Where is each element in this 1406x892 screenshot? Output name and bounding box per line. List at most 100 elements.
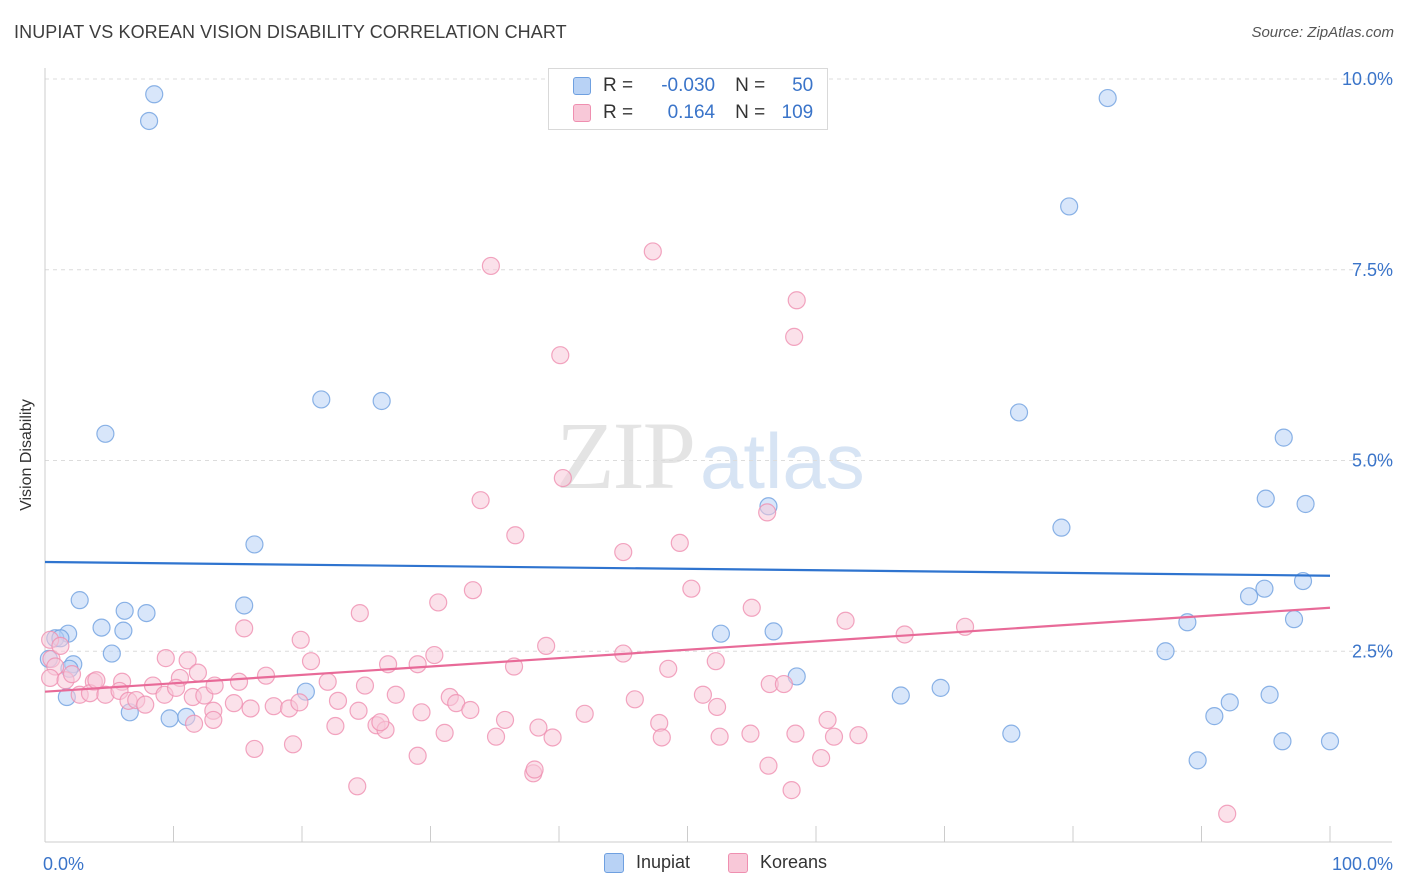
point-koreans bbox=[758, 503, 777, 522]
chart-title: INUPIAT VS KOREAN VISION DISABILITY CORR… bbox=[14, 22, 567, 42]
koreans-legend-swatch bbox=[728, 852, 748, 873]
point-koreans bbox=[326, 716, 345, 736]
series-legend: Inupiat Koreans bbox=[0, 852, 1406, 878]
point-koreans bbox=[204, 710, 223, 730]
x-tick-labels: 0.0% 100.0% bbox=[43, 854, 1393, 874]
point-inupiat bbox=[372, 391, 391, 411]
point-koreans bbox=[849, 726, 868, 745]
stats-row-inupiat: R = -0.030 N = 50 bbox=[549, 73, 813, 99]
point-inupiat bbox=[115, 601, 134, 620]
point-inupiat bbox=[1320, 732, 1340, 751]
point-inupiat bbox=[931, 678, 950, 697]
point-koreans bbox=[782, 781, 801, 800]
x-tick-label-min: 0.0% bbox=[43, 854, 84, 874]
point-koreans bbox=[537, 636, 556, 656]
point-koreans bbox=[241, 699, 260, 718]
point-koreans bbox=[188, 663, 208, 682]
y-tick-label: 7.5% bbox=[1352, 260, 1393, 280]
point-inupiat bbox=[1293, 571, 1313, 591]
inupiat-swatch bbox=[573, 77, 591, 95]
point-koreans bbox=[224, 694, 243, 713]
point-koreans bbox=[625, 690, 644, 709]
point-koreans bbox=[529, 718, 548, 737]
point-koreans bbox=[408, 746, 427, 765]
point-koreans bbox=[463, 581, 483, 600]
point-inupiat bbox=[312, 390, 331, 409]
point-koreans bbox=[328, 691, 348, 710]
n-value: 50 bbox=[792, 75, 814, 96]
legend-item-koreans: Koreans bbox=[728, 852, 827, 873]
point-inupiat bbox=[137, 603, 156, 623]
point-koreans bbox=[614, 542, 633, 562]
r-label: R = bbox=[603, 75, 634, 96]
point-koreans bbox=[706, 652, 725, 671]
point-koreans bbox=[62, 665, 82, 684]
point-inupiat bbox=[160, 709, 179, 728]
point-koreans bbox=[486, 727, 506, 746]
point-koreans bbox=[525, 760, 544, 779]
point-koreans bbox=[235, 619, 254, 638]
point-inupiat bbox=[711, 624, 731, 643]
point-inupiat bbox=[1156, 642, 1175, 661]
legend-label-koreans: Koreans bbox=[760, 852, 828, 872]
point-inupiat bbox=[1188, 751, 1207, 770]
point-koreans bbox=[178, 651, 197, 670]
point-koreans bbox=[264, 697, 283, 716]
point-inupiat bbox=[145, 85, 164, 104]
point-inupiat bbox=[1052, 518, 1071, 537]
point-koreans bbox=[543, 728, 562, 747]
point-inupiat bbox=[1255, 579, 1274, 598]
point-koreans bbox=[710, 727, 729, 746]
inupiat-legend-swatch bbox=[604, 852, 624, 873]
point-koreans bbox=[318, 672, 337, 691]
point-koreans bbox=[786, 724, 805, 743]
point-inupiat bbox=[1098, 88, 1117, 108]
point-inupiat bbox=[891, 686, 910, 705]
point-koreans bbox=[742, 598, 761, 617]
point-koreans bbox=[412, 703, 431, 722]
point-koreans bbox=[256, 666, 276, 685]
point-inupiat bbox=[764, 622, 783, 641]
point-koreans bbox=[408, 655, 427, 674]
point-koreans bbox=[51, 636, 70, 656]
n-label: N = bbox=[735, 75, 766, 96]
point-koreans bbox=[136, 695, 155, 714]
point-inupiat bbox=[1296, 494, 1315, 514]
point-inupiat bbox=[92, 618, 111, 637]
point-inupiat bbox=[70, 591, 89, 610]
y-tick-label: 10.0% bbox=[1342, 69, 1393, 89]
trend-line-inupiat bbox=[44, 560, 1331, 577]
trend-line-koreans bbox=[44, 606, 1331, 693]
point-koreans bbox=[670, 533, 689, 553]
point-koreans bbox=[693, 685, 713, 704]
point-inupiat bbox=[1009, 403, 1029, 422]
point-koreans bbox=[785, 327, 804, 346]
point-inupiat bbox=[1220, 693, 1239, 712]
point-koreans bbox=[1218, 804, 1237, 823]
point-koreans bbox=[652, 728, 671, 747]
point-koreans bbox=[461, 700, 480, 720]
point-koreans bbox=[759, 756, 778, 775]
point-koreans bbox=[355, 676, 375, 695]
point-inupiat bbox=[1060, 197, 1079, 216]
koreans-swatch bbox=[573, 104, 591, 122]
point-inupiat bbox=[1274, 428, 1293, 447]
point-koreans bbox=[350, 603, 369, 623]
point-koreans bbox=[301, 652, 321, 671]
point-koreans bbox=[184, 714, 204, 733]
x-tick-label-max: 100.0% bbox=[1332, 854, 1393, 874]
point-koreans bbox=[349, 701, 368, 720]
point-koreans bbox=[682, 579, 701, 598]
r-value: 0.164 bbox=[667, 102, 716, 123]
point-koreans bbox=[429, 593, 448, 612]
stats-row-koreans: R = 0.164 N = 109 bbox=[549, 100, 813, 126]
point-inupiat bbox=[114, 621, 133, 640]
point-koreans bbox=[506, 526, 525, 545]
point-koreans bbox=[812, 748, 831, 768]
point-koreans bbox=[41, 668, 60, 688]
point-inupiat bbox=[235, 596, 254, 615]
trend-lines bbox=[44, 560, 1331, 693]
point-koreans bbox=[156, 649, 175, 668]
r-value: -0.030 bbox=[661, 75, 716, 96]
